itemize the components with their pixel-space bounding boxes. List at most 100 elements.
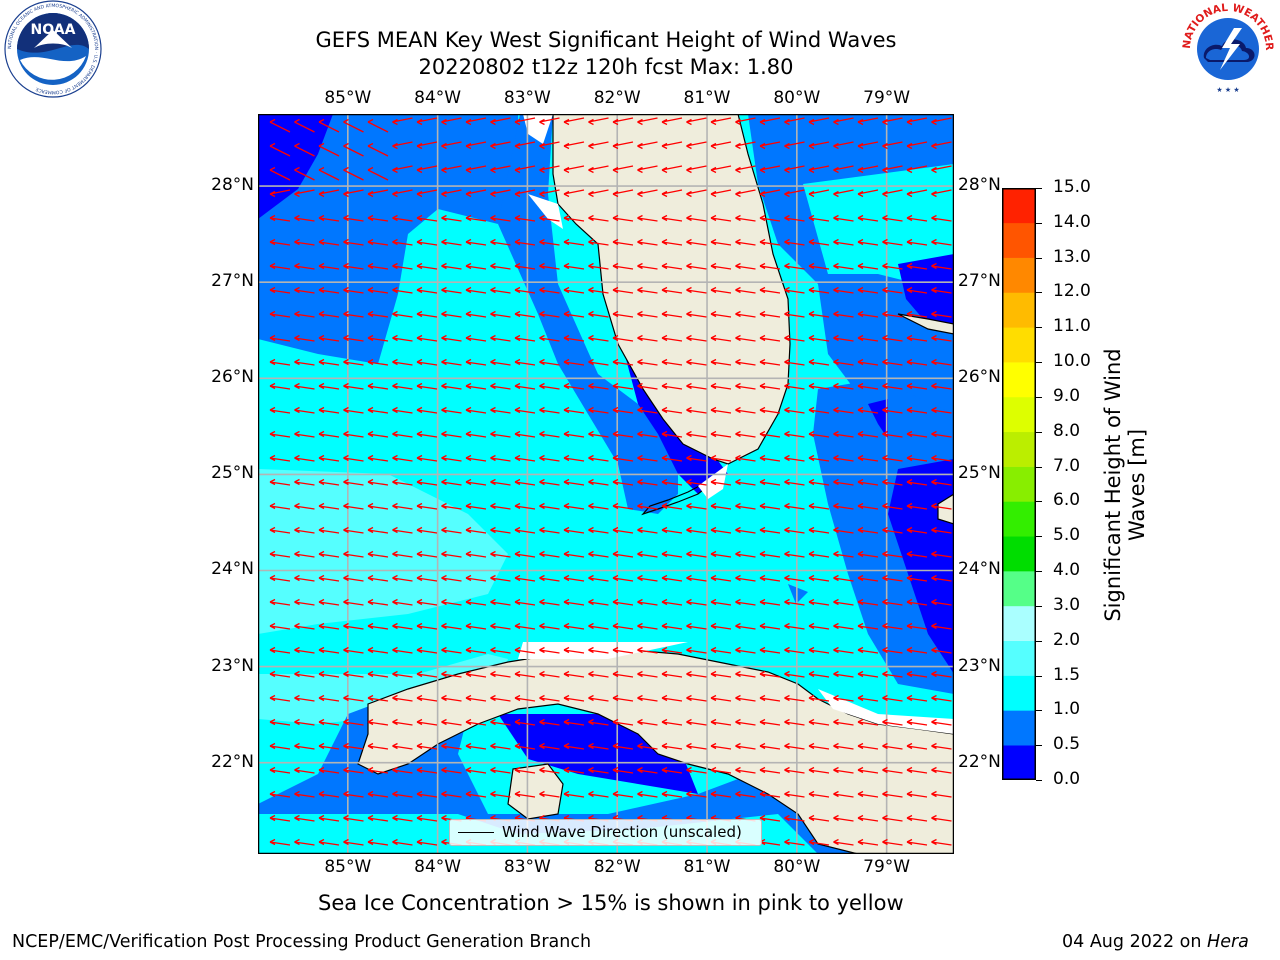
- wave-direction-arrow: [514, 790, 536, 798]
- wave-direction-arrow: [710, 766, 732, 774]
- wave-direction-arrow: [906, 310, 928, 318]
- wave-direction-arrow: [343, 310, 364, 318]
- colorbar-bin: [1002, 257, 1036, 293]
- wave-direction-arrow: [833, 189, 854, 198]
- wave-direction-arrow: [906, 478, 928, 486]
- wave-direction-arrow: [367, 286, 389, 294]
- wave-direction-arrow: [833, 550, 854, 558]
- wave-direction-arrow: [882, 286, 903, 294]
- colorbar-bin: [1002, 466, 1036, 502]
- wave-direction-arrow: [588, 165, 609, 174]
- wave-direction-arrow: [784, 334, 805, 342]
- wave-direction-arrow: [808, 670, 830, 678]
- wave-direction-arrow: [637, 430, 658, 438]
- wave-direction-arrow: [931, 574, 952, 582]
- wave-direction-arrow: [661, 165, 683, 174]
- wave-direction-arrow: [931, 790, 952, 798]
- wave-direction-arrow: [612, 718, 634, 726]
- wave-direction-arrow: [882, 238, 903, 246]
- wave-direction-arrow: [514, 310, 536, 318]
- wave-direction-arrow: [710, 334, 732, 342]
- map-legend: Wind Wave Direction (unscaled): [449, 819, 762, 846]
- wave-direction-arrow: [539, 430, 560, 438]
- wave-direction-arrow: [735, 310, 756, 318]
- wave-direction-arrow: [269, 310, 291, 318]
- wave-direction-arrow: [416, 766, 438, 774]
- wave-direction-arrow: [465, 598, 487, 606]
- lat-tick-right: 26°N: [958, 367, 1001, 388]
- wave-direction-arrow: [661, 358, 683, 366]
- wave-direction-arrow: [563, 141, 585, 150]
- wave-direction-arrow: [612, 454, 634, 462]
- wave-direction-arrow: [931, 694, 952, 702]
- wave-direction-arrow: [882, 430, 903, 438]
- wave-direction-arrow: [931, 165, 952, 174]
- wave-direction-arrow: [686, 238, 707, 246]
- wave-direction-arrow: [563, 454, 585, 462]
- wave-direction-arrow: [612, 526, 634, 534]
- wave-direction-arrow: [661, 598, 683, 606]
- wave-direction-arrow: [588, 742, 609, 750]
- wave-direction-arrow: [906, 622, 928, 630]
- wave-direction-arrow: [686, 165, 707, 174]
- wave-direction-arrow: [906, 598, 928, 606]
- wave-direction-arrow: [392, 790, 413, 798]
- wave-direction-arrow: [784, 550, 805, 558]
- wave-direction-arrow: [808, 742, 830, 750]
- wave-direction-arrow: [882, 550, 903, 558]
- wave-direction-arrow: [759, 382, 781, 390]
- wave-direction-arrow: [269, 646, 291, 654]
- wave-direction-arrow: [808, 574, 830, 582]
- wave-direction-arrow: [808, 141, 830, 150]
- wave-direction-arrow: [269, 334, 291, 342]
- wave-direction-arrow: [686, 598, 707, 606]
- wave-direction-arrow: [833, 598, 854, 606]
- wave-direction-arrow: [294, 718, 315, 726]
- wave-direction-arrow: [784, 454, 805, 462]
- wave-direction-arrow: [416, 189, 438, 198]
- wave-direction-arrow: [833, 286, 854, 294]
- lat-tick-left: 25°N: [211, 463, 254, 484]
- wave-direction-arrow: [318, 142, 340, 157]
- colorbar-tick: [1036, 292, 1042, 294]
- wave-direction-arrow: [269, 574, 291, 582]
- wave-direction-arrow: [882, 262, 903, 270]
- wave-direction-arrow: [759, 574, 781, 582]
- wave-direction-arrow: [490, 622, 511, 630]
- wave-direction-arrow: [882, 165, 903, 174]
- wave-direction-arrow: [857, 694, 879, 702]
- wave-direction-arrow: [784, 430, 805, 438]
- wave-direction-arrow: [588, 622, 609, 630]
- wave-direction-arrow: [931, 334, 952, 342]
- svg-text:★ ★ ★: ★ ★ ★: [1216, 86, 1239, 94]
- wave-direction-arrow: [882, 358, 903, 366]
- wave-direction-arrow: [906, 238, 928, 246]
- wave-direction-arrow: [514, 430, 536, 438]
- wave-direction-arrow: [514, 598, 536, 606]
- wave-direction-arrow: [416, 478, 438, 486]
- wave-direction-arrow: [367, 189, 389, 198]
- wave-direction-arrow: [563, 790, 585, 798]
- wave-direction-arrow: [343, 382, 364, 390]
- wave-direction-arrow: [857, 838, 879, 846]
- wave-direction-arrow: [686, 502, 707, 510]
- wave-direction-arrow: [661, 670, 683, 678]
- wave-direction-arrow: [539, 694, 560, 702]
- wave-direction-arrow: [759, 814, 781, 822]
- wave-direction-arrow: [318, 238, 340, 246]
- wave-direction-arrow: [759, 430, 781, 438]
- wave-direction-arrow: [343, 118, 364, 133]
- branch-credit: NCEP/EMC/Verification Post Processing Pr…: [12, 932, 592, 952]
- wave-direction-arrow: [490, 189, 511, 198]
- wave-direction-arrow: [490, 286, 511, 294]
- lat-tick-right: 27°N: [958, 271, 1001, 292]
- wave-direction-arrow: [857, 117, 879, 126]
- wave-direction-arrow: [294, 574, 315, 582]
- wave-direction-arrow: [637, 214, 658, 222]
- wave-direction-arrow: [612, 334, 634, 342]
- wave-direction-arrow: [882, 117, 903, 126]
- wave-direction-arrow: [784, 718, 805, 726]
- noaa-logo-text: NOAA: [31, 22, 76, 38]
- wave-direction-arrow: [490, 646, 511, 654]
- colorbar-bin: [1002, 710, 1036, 746]
